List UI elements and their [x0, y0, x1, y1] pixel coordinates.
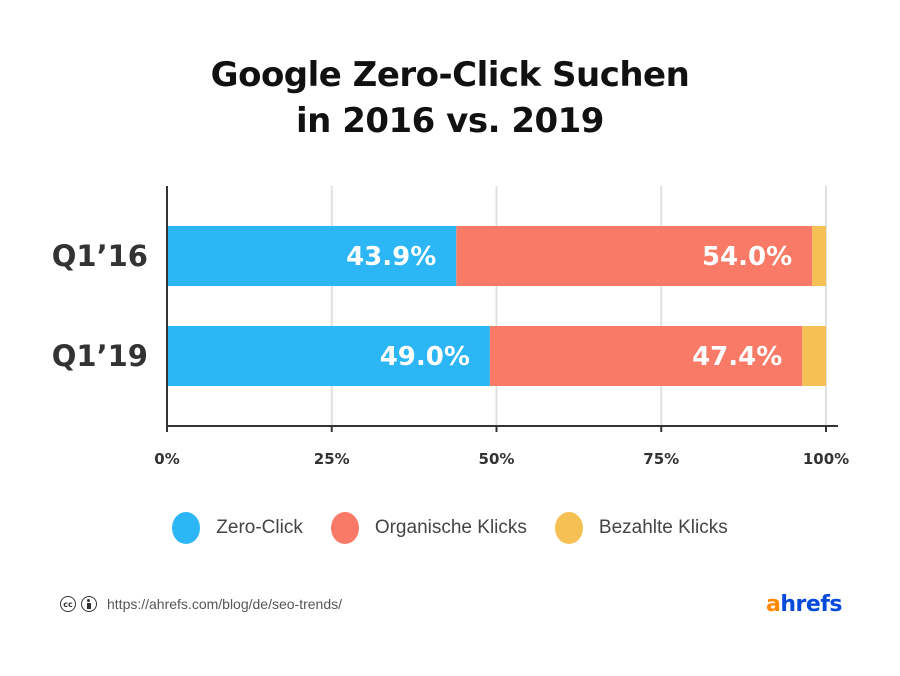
bar-segment: [812, 226, 826, 286]
bar-segment: [489, 326, 803, 386]
legend-swatch-zero-click: [172, 512, 201, 544]
attribution-icon: [81, 596, 97, 612]
bar-segment: [167, 326, 490, 386]
legend-swatch-organische-klicks: [330, 512, 359, 544]
bar-chart: 43.9% 54.0% Q1’16 49.0% 47.4% Q1’19 0% 25% 50% 75…: [52, 186, 849, 468]
legend-swatch-bezahlte-klicks: [554, 512, 583, 544]
x-tick-label: 100%: [803, 450, 849, 468]
x-tick-label: 25%: [314, 450, 350, 468]
data-label: 47.4%: [692, 342, 782, 372]
category-label: Q1’19: [52, 339, 148, 373]
x-tick-label: 0%: [154, 450, 179, 468]
legend-item-organische-klicks: Organische Klicks: [330, 512, 527, 544]
data-label: 54.0%: [702, 242, 792, 272]
legend: Zero-Click Organische Klicks Bezahlte Kl…: [0, 512, 900, 544]
logo-a: a: [766, 592, 781, 617]
chart-title-line-2: in 2016 vs. 2019: [296, 101, 604, 141]
bar-segment: [802, 326, 826, 386]
logo-rest: hrefs: [780, 592, 842, 617]
footer: cc https://ahrefs.com/blog/de/seo-trends…: [60, 596, 342, 612]
legend-label: Organische Klicks: [374, 517, 527, 538]
bar-segment: [167, 226, 457, 286]
category-label: Q1’16: [52, 239, 148, 273]
legend-label: Zero-Click: [216, 517, 303, 538]
legend-item-zero-click: Zero-Click: [172, 512, 303, 544]
bar-segment: [456, 226, 813, 286]
data-label: 43.9%: [346, 242, 436, 272]
creative-commons-icon: cc: [60, 596, 76, 612]
x-tick-label: 75%: [643, 450, 679, 468]
legend-item-bezahlte-klicks: Bezahlte Klicks: [554, 512, 728, 544]
legend-label: Bezahlte Klicks: [598, 517, 728, 538]
source-url[interactable]: https://ahrefs.com/blog/de/seo-trends/: [107, 596, 343, 612]
chart-title-line-1: Google Zero-Click Suchen: [210, 55, 690, 95]
chart-title: Google Zero-Click Suchen in 2016 vs. 201…: [0, 52, 900, 144]
data-label: 49.0%: [380, 342, 470, 372]
ahrefs-logo: ahrefs: [766, 592, 842, 617]
x-tick-label: 50%: [479, 450, 515, 468]
